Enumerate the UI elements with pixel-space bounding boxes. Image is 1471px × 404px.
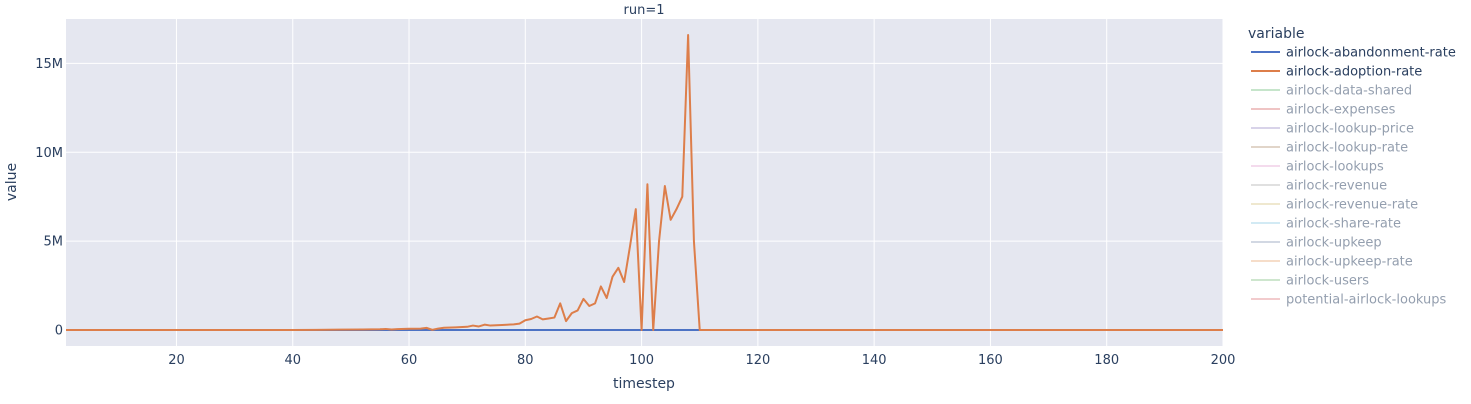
legend-item-airlock-abandonment-rate[interactable]: airlock-abandonment-rate bbox=[1251, 46, 1456, 61]
legend-item-airlock-adoption-rate[interactable]: airlock-adoption-rate bbox=[1251, 65, 1422, 80]
series-line-airlock-adoption-rate bbox=[66, 33, 1223, 332]
series-layer bbox=[66, 33, 1223, 332]
legend-label: airlock-upkeep-rate bbox=[1286, 255, 1413, 270]
legend-label: airlock-users bbox=[1286, 274, 1369, 289]
legend-label: airlock-lookup-rate bbox=[1286, 141, 1408, 156]
legend-item-airlock-revenue[interactable]: airlock-revenue bbox=[1251, 179, 1387, 194]
x-tick-label: 180 bbox=[1094, 353, 1119, 368]
legend-item-potential-airlock-lookups[interactable]: potential-airlock-lookups bbox=[1251, 293, 1447, 308]
legend-label: potential-airlock-lookups bbox=[1286, 293, 1447, 308]
y-tick-label: 15M bbox=[35, 57, 63, 72]
facet-title: run=1 bbox=[624, 3, 665, 18]
x-tick-label: 100 bbox=[629, 353, 654, 368]
y-tick-label: 5M bbox=[44, 235, 64, 250]
legend-label: airlock-lookups bbox=[1286, 160, 1384, 175]
legend-label: airlock-adoption-rate bbox=[1286, 65, 1422, 80]
legend-label: airlock-upkeep bbox=[1286, 236, 1382, 251]
legend-item-airlock-revenue-rate[interactable]: airlock-revenue-rate bbox=[1251, 198, 1418, 213]
legend-item-airlock-share-rate[interactable]: airlock-share-rate bbox=[1251, 217, 1401, 232]
legend-title: variable bbox=[1248, 26, 1304, 42]
x-tick-label: 160 bbox=[978, 353, 1003, 368]
legend-item-airlock-upkeep-rate[interactable]: airlock-upkeep-rate bbox=[1251, 255, 1413, 270]
legend-item-airlock-lookup-rate[interactable]: airlock-lookup-rate bbox=[1251, 141, 1408, 156]
x-tick-label: 120 bbox=[745, 353, 770, 368]
plot-background bbox=[66, 19, 1223, 346]
legend-item-airlock-expenses[interactable]: airlock-expenses bbox=[1251, 103, 1396, 118]
x-tick-label: 60 bbox=[401, 353, 418, 368]
legend: variable airlock-abandonment-rate airlock… bbox=[1248, 26, 1456, 308]
legend-label: airlock-lookup-price bbox=[1286, 122, 1414, 137]
legend-label: airlock-data-shared bbox=[1286, 84, 1412, 99]
legend-item-airlock-lookup-price[interactable]: airlock-lookup-price bbox=[1251, 122, 1414, 137]
legend-label: airlock-revenue bbox=[1286, 179, 1387, 194]
legend-item-airlock-data-shared[interactable]: airlock-data-shared bbox=[1251, 84, 1412, 99]
legend-label: airlock-abandonment-rate bbox=[1286, 46, 1456, 61]
x-tick-label: 200 bbox=[1211, 353, 1236, 368]
x-tick-label: 20 bbox=[168, 353, 185, 368]
legend-label: airlock-share-rate bbox=[1286, 217, 1401, 232]
x-tick-label: 80 bbox=[517, 353, 534, 368]
y-tick-label: 10M bbox=[35, 146, 63, 161]
x-tick-label: 40 bbox=[284, 353, 301, 368]
legend-item-airlock-upkeep[interactable]: airlock-upkeep bbox=[1251, 236, 1382, 251]
y-tick-label: 0 bbox=[55, 324, 63, 339]
y-axis-title: value bbox=[4, 163, 20, 201]
legend-label: airlock-revenue-rate bbox=[1286, 198, 1418, 213]
legend-item-airlock-lookups[interactable]: airlock-lookups bbox=[1251, 160, 1384, 175]
x-tick-label: 140 bbox=[862, 353, 887, 368]
legend-item-airlock-users[interactable]: airlock-users bbox=[1251, 274, 1369, 289]
legend-label: airlock-expenses bbox=[1286, 103, 1396, 118]
tick-labels: 20 40 60 80 100 120 140 160 180 200 0 5M 10M 15M bbox=[35, 57, 1235, 368]
x-axis-title: timestep bbox=[613, 376, 675, 392]
